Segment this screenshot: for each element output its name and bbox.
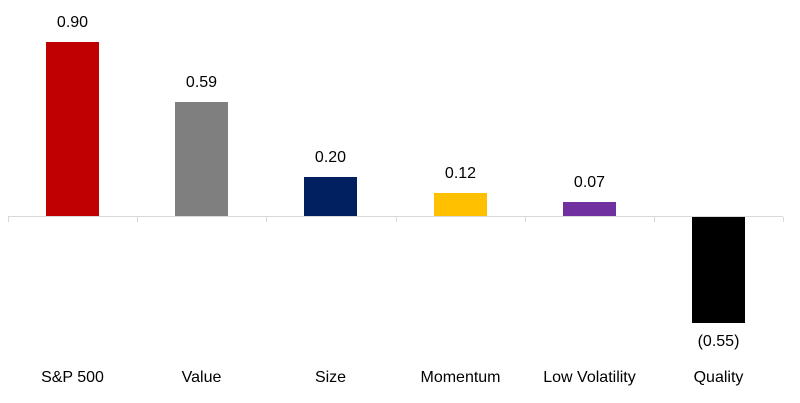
category-label: Value xyxy=(181,369,222,386)
x-axis-tick xyxy=(266,217,267,222)
x-axis-tick xyxy=(654,217,655,222)
x-axis-tick xyxy=(396,217,397,222)
value-label: 0.90 xyxy=(56,14,89,31)
value-label: 0.07 xyxy=(573,174,606,191)
bar-low-volatility xyxy=(563,202,616,216)
x-axis-tick xyxy=(137,217,138,222)
bar-s-p-500 xyxy=(46,42,99,216)
value-label: 0.12 xyxy=(444,165,477,182)
category-label: Quality xyxy=(693,369,744,386)
x-axis-tick xyxy=(8,217,9,222)
x-axis-tick xyxy=(525,217,526,222)
value-label: (0.55) xyxy=(697,333,740,350)
x-axis-line xyxy=(8,216,783,217)
value-label: 0.59 xyxy=(185,74,218,91)
category-label: S&P 500 xyxy=(41,369,104,386)
category-label: Low Volatility xyxy=(543,369,636,386)
bar-momentum xyxy=(434,193,487,216)
bar-quality xyxy=(692,217,745,323)
bar-value xyxy=(175,102,228,216)
category-label: Momentum xyxy=(420,369,501,386)
x-axis-tick xyxy=(783,217,784,222)
category-label: Size xyxy=(314,369,347,386)
bar-size xyxy=(304,177,357,216)
value-label: 0.20 xyxy=(314,149,347,166)
